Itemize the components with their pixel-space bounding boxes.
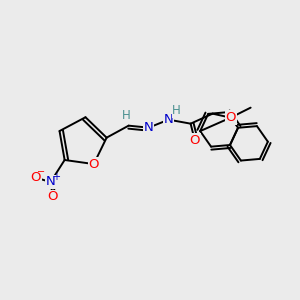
Text: +: +: [52, 172, 60, 182]
Text: N: N: [144, 121, 154, 134]
Text: N: N: [164, 113, 173, 126]
Text: O: O: [30, 172, 41, 184]
Text: O: O: [47, 190, 58, 203]
Text: O: O: [189, 134, 200, 147]
Text: O: O: [225, 111, 236, 124]
Text: H: H: [122, 109, 131, 122]
Text: H: H: [172, 104, 181, 117]
Text: O: O: [88, 158, 99, 171]
Text: −: −: [37, 167, 45, 177]
Text: N: N: [46, 176, 56, 188]
